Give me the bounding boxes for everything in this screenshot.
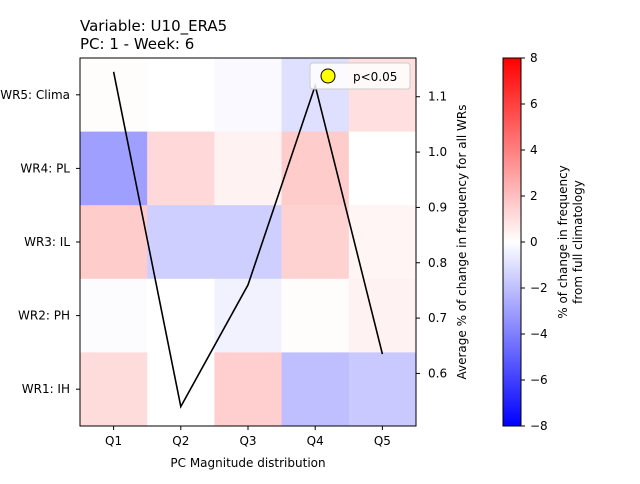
heatmap-cell [214,58,283,133]
colorbar-tick-label: 6 [530,97,538,111]
x-tick-label: Q1 [105,434,122,448]
y-tick-label: WR2: PH [18,309,70,323]
y-axis-right-label: Average % of change in frequency for all… [455,104,469,379]
y2-tick-label: 1.1 [428,90,447,104]
legend: p<0.05 [309,62,411,90]
x-tick-label: Q4 [307,434,324,448]
y2-tick-label: 1.0 [428,145,447,159]
colorbar-tick-label: 0 [530,235,538,249]
heatmap-cell [348,205,417,280]
heatmap-cell [147,278,215,353]
chart-title-line1: Variable: U10_ERA5 [80,17,227,36]
x-tick-label: Q2 [172,434,189,448]
heatmap-cell [80,131,148,206]
x-tick-label: Q3 [239,434,256,448]
heatmap-cell [80,58,148,133]
y-tick-label: WR3: IL [24,235,70,249]
heatmap-cell [281,131,350,206]
colorbar-label-line2: from full climatology [571,180,585,304]
y-tick-label: WR4: PL [20,161,70,175]
y2-tick-label: 0.7 [428,311,447,325]
y-axis-right: 0.6 0.7 0.8 0.9 1.0 1.1 [416,90,447,380]
colorbar-label-line1: % of change in frequency [556,165,570,319]
colorbar-tick-label: −6 [530,373,548,387]
heatmap-cell [214,131,283,206]
heatmap-cell [214,278,283,353]
heatmap-cell [281,205,350,280]
heatmap-cell [348,131,417,206]
y2-tick-label: 0.9 [428,200,447,214]
heatmap-cell [147,205,215,280]
heatmap-cell [147,58,215,133]
x-axis: Q1 Q2 Q3 Q4 Q5 [105,426,391,448]
y-tick-label: WR1: IH [22,382,70,396]
legend-label: p<0.05 [353,70,397,84]
legend-marker [320,68,336,84]
y-tick-label: WR5: Clima [0,88,70,102]
colorbar-tick-label: −8 [530,419,548,433]
average-line-layer [112,71,384,409]
heatmap-cell [281,278,350,353]
y2-tick-label: 0.8 [428,256,447,270]
chart-title-line2: PC: 1 - Week: 6 [80,35,194,53]
heatmap-cell [348,278,417,353]
colorbar: 8 6 4 2 0 −2 −4 −6 −8 % of change in frequency f… [502,51,585,433]
average-line [112,71,384,409]
y2-tick-label: 0.6 [428,366,447,380]
heatmap-cell [348,352,417,427]
y-axis-left: WR5: Clima WR4: PL WR3: IL WR2: PH WR1: IH [0,88,80,396]
colorbar-tick-label: −2 [530,281,548,295]
colorbar-ticks: 8 6 4 2 0 −2 −4 −6 −8 [521,51,548,433]
heatmap-cell [80,278,148,353]
heatmap-cell [80,205,148,280]
colorbar-tick-label: 2 [530,189,538,203]
colorbar-tick-label: −4 [530,327,548,341]
colorbar-tick-label: 4 [530,143,538,157]
x-tick-label: Q5 [374,434,391,448]
legend-box [309,62,411,90]
heatmap-cell [147,131,215,206]
x-axis-label: PC Magnitude distribution [170,456,325,470]
plot-frame [79,57,417,427]
heatmap-cells [80,58,417,427]
colorbar-gradient [502,57,522,427]
heatmap-cell [214,352,283,427]
heatmap-cell [80,352,148,427]
colorbar-tick-label: 8 [530,51,538,65]
heatmap-cell [281,352,350,427]
